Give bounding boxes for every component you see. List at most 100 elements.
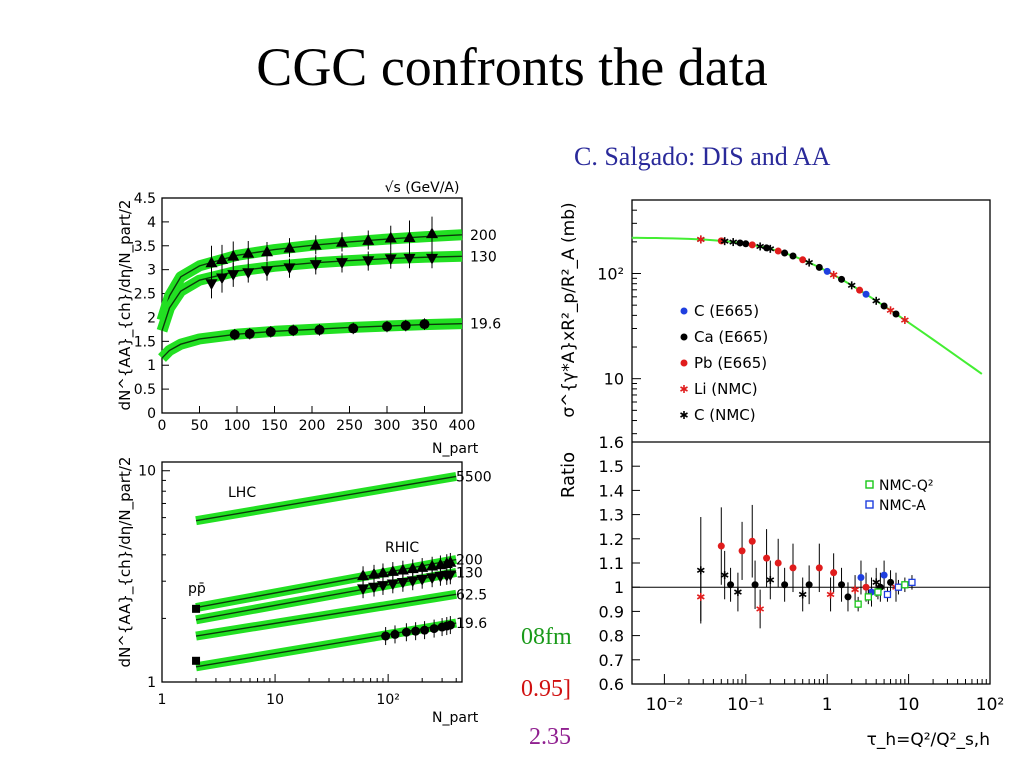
right-xlabel: τ_h=Q²/Q²_s,h [867,730,990,750]
panel1-series-label: 19.6 [470,317,501,333]
panel1-point [400,320,411,331]
panel1-ytick-label: 0.5 [134,382,156,398]
panel1-ytick-label: 1 [147,358,156,374]
panel1-point [362,234,375,245]
right-bottom-ytick-label: 1.2 [599,530,624,549]
right-bottom-point [805,581,813,589]
panel2-point [396,563,409,575]
right-top-point-stroke [766,246,775,252]
panel1-xtick-label: 100 [224,418,251,434]
right-top-point-stroke [829,272,838,278]
right-top-point [789,252,797,260]
right-top-point [838,275,846,283]
panel1-ylabel: dN^{AA}_{ch}/dη/N_part/2 [116,200,135,411]
panel2-point [406,576,419,588]
right-bottom-legend-label: NMC-Q² [879,478,934,494]
panel2-point [192,656,201,665]
panel1-xtick-label: 300 [374,418,401,434]
right-top-legend-marker-stroke [680,386,688,392]
panel1-curve [161,255,463,332]
panel2-point [416,574,429,586]
panel1-point [384,254,397,266]
right-bottom-point [894,583,903,591]
right-top-legend-marker-stroke [680,412,688,418]
panel1-point [261,245,273,257]
right-bottom-point-stroke [798,591,807,598]
panel1-header-label: √s (GeV/A) [385,180,460,196]
right-top-point [856,286,864,294]
panel2-point [444,555,457,567]
panel2-point [411,626,421,636]
panel2-point [420,625,430,635]
right-top-point-stroke [886,307,895,314]
panel2-line [195,593,457,637]
right-bottom-ytick-label: 1.5 [599,457,624,476]
right-top-point-stroke [872,298,881,304]
right-bottom-ytick-label: 1 [614,578,624,597]
panel1-point [244,328,255,339]
right-bottom-point [880,571,888,579]
side-text-3: 2.35 [529,724,571,750]
right-top-point [880,302,888,310]
panel1-point [314,324,325,335]
right-bottom-ytick-label: 0.8 [599,627,624,646]
panel2-point [386,579,399,591]
panel2-ytick-label: 10 [138,464,156,480]
panel1-xtick-label: 250 [336,418,363,434]
right-bottom-ytick-label: 0.7 [599,651,624,670]
panel1-xtick-label: 400 [449,418,476,434]
panel2-xtick-label: 10 [266,692,284,708]
panel1-point [283,241,296,253]
panel1-ytick-label: 3.5 [134,239,156,255]
right-top-point [847,281,856,290]
side-text-1: 08fm [521,624,572,650]
panel2-label-lhc: LHC [228,485,256,501]
right-bottom-point [908,578,916,587]
panel2-point [357,584,370,596]
panel1-point [403,253,416,265]
panel1-xtick-label: 0 [158,418,167,434]
panel1-point [205,256,218,268]
panel1-point [403,231,416,242]
panel1-point [242,268,255,280]
right-bottom-point [901,581,909,589]
panel2-point [401,627,411,637]
right-top-legend-marker [680,333,688,341]
right-top-ylabel: σ^{γ*A}xR²_p/R²_A (mb) [559,202,579,417]
right-bottom-point [789,564,797,572]
panel1-ytick-label: 1.5 [134,334,156,350]
panel1-point [336,258,348,269]
right-bottom-point-stroke [766,577,775,583]
panel1-series-label: 130 [470,249,497,265]
panel1-point [227,249,240,261]
panel1-point [265,326,276,337]
right-top-point-stroke [729,239,738,245]
right-top-legend-label: C (NMC) [694,406,756,424]
page-title: CGC confronts the data [256,37,768,97]
right-bottom-point [872,578,881,587]
panel1-curve [161,234,463,321]
right-top-legend-label: Pb (E665) [694,354,767,372]
right-top-point [862,290,870,298]
panel2-point [357,569,370,581]
right-top-point [756,242,765,251]
right-bottom-ytick-label: 0.9 [599,602,624,621]
right-bottom-point [830,569,838,577]
panel1-point [348,323,359,334]
right-top-legend-label: Li (NMC) [694,380,758,398]
panel1-point [426,253,438,265]
panel1-point [205,279,218,290]
panel1-xlabel: N_part [432,441,479,457]
panel1-point [309,238,322,250]
right-bottom-point [756,604,765,613]
right-xtick-label: 10² [976,695,1004,715]
right-bottom-point [763,554,771,562]
panel2-label-rhic: RHIC [385,540,419,556]
right-bottom-point [720,571,729,580]
panel2-point [396,577,409,589]
panel1-ytick-label: 4.5 [134,191,156,207]
panel1-ytick-label: 4 [147,215,156,231]
right-xtick-label: 10⁻² [646,695,683,715]
panel2-series-label: 200 [456,553,483,569]
